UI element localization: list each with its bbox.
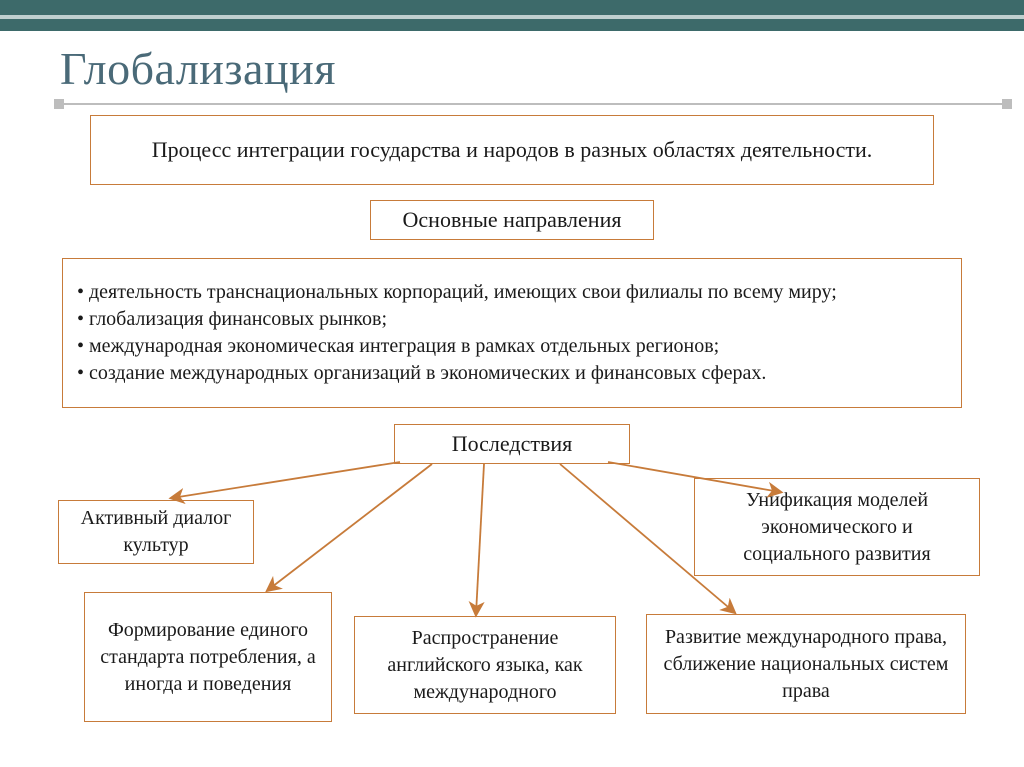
directions-label-box: Основные направления [370, 200, 654, 240]
arrow [268, 464, 432, 590]
directions-bullet: • глобализация финансовых рынков; [77, 306, 837, 333]
directions-bullet: • международная экономическая интеграция… [77, 333, 837, 360]
header-bar [0, 0, 1024, 36]
rule-dot-right [1002, 99, 1012, 109]
arrow [172, 462, 400, 498]
arrow [476, 464, 484, 614]
title-rule [62, 103, 1006, 105]
consequence-box-1: Активный диалог культур [58, 500, 254, 564]
consequence-2-text: Формирование единого стандарта потреблен… [85, 611, 331, 704]
consequence-box-5: Развитие международного права, сближение… [646, 614, 966, 714]
rule-dot-left [54, 99, 64, 109]
consequence-box-3: Распространение английского языка, как м… [354, 616, 616, 714]
consequence-3-text: Распространение английского языка, как м… [355, 619, 615, 712]
directions-label-text: Основные направления [391, 199, 634, 241]
directions-list-box: • деятельность транснациональных корпора… [62, 258, 962, 408]
directions-list-text: • деятельность транснациональных корпора… [63, 269, 851, 397]
directions-bullet: • создание международных организаций в э… [77, 360, 837, 387]
consequence-box-4: Унификация моделей экономического и соци… [694, 478, 980, 576]
consequences-label-text: Последствия [440, 423, 585, 465]
consequence-box-2: Формирование единого стандарта потреблен… [84, 592, 332, 722]
consequence-4-text: Унификация моделей экономического и соци… [695, 481, 979, 574]
consequences-label-box: Последствия [394, 424, 630, 464]
definition-box: Процесс интеграции государства и народов… [90, 115, 934, 185]
page-title: Глобализация [60, 42, 336, 95]
consequence-1-text: Активный диалог культур [59, 499, 253, 565]
directions-bullet: • деятельность транснациональных корпора… [77, 279, 837, 306]
definition-text: Процесс интеграции государства и народов… [140, 129, 885, 171]
consequence-5-text: Развитие международного права, сближение… [647, 618, 965, 711]
